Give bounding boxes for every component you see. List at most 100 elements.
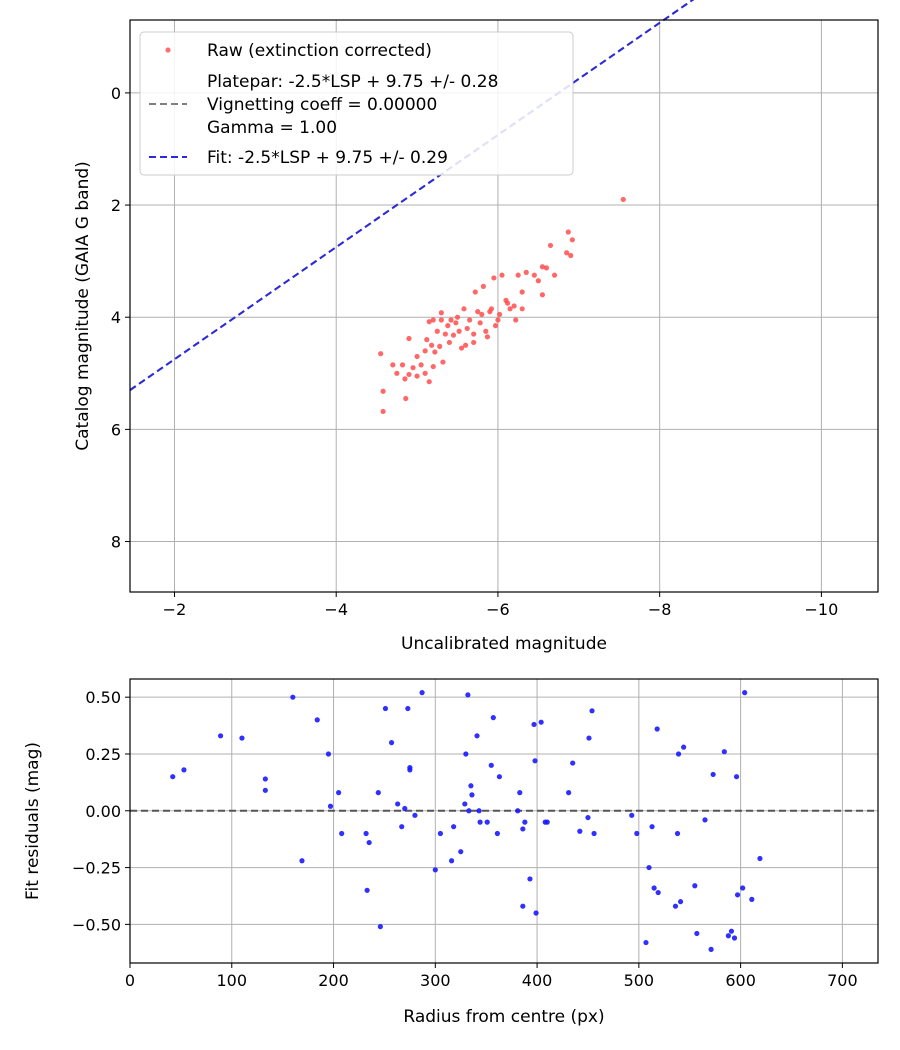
bottom-x-ticks: 0 100 200 300 400 500 600 700 [125,963,858,990]
residual-point [363,830,369,837]
bottom-y-ticks: 0.50 0.25 0.00 −0.25 −0.50 [72,688,130,934]
raw-point [511,303,517,309]
raw-point [496,311,503,318]
legend-platepar-label: Platepar: -2.5*LSP + 9.75 +/- 0.28 [207,72,498,92]
residual-point [728,928,735,934]
residual-point [419,690,425,696]
raw-point [454,314,461,320]
residual-point [585,814,591,821]
raw-point [565,229,571,235]
raw-point [418,362,424,368]
residual-point [544,819,550,825]
raw-point [422,348,428,354]
raw-point [507,306,513,312]
legend-raw-marker [165,47,171,53]
raw-point [488,306,495,312]
raw-point [475,309,481,315]
residual-point [496,774,503,780]
residual-point [522,819,528,825]
raw-point [505,300,511,306]
raw-point [403,395,409,402]
top-plot: −2 −4 −6 −8 −10 0 2 4 6 8 Uncalibrated magnitude… [73,0,879,654]
residual-point [589,708,595,714]
raw-point [495,317,501,323]
residual-point [533,910,539,916]
raw-point [543,265,550,271]
bottom-x-tick-label: 300 [420,971,451,990]
raw-point [406,335,412,342]
raw-point [569,237,575,243]
residual-point [570,760,576,766]
residual-point [672,903,679,909]
residual-point [634,830,640,837]
top-y-tick-label: 4 [111,308,121,327]
residual-point [477,819,483,825]
residual-point [405,705,411,712]
top-y-tick-label: 8 [111,533,121,552]
raw-point [491,275,497,281]
residual-point [577,828,583,834]
residual-point [629,812,635,818]
residual-point [377,924,383,930]
raw-point [551,272,558,278]
residual-point [432,867,438,873]
raw-point [426,319,432,325]
top-y-ticks: 0 2 4 6 8 [111,84,130,552]
top-x-axis-label: Uncalibrated magnitude [401,634,607,654]
raw-point [402,376,408,382]
residual-point [412,812,418,818]
residual-point [651,885,657,891]
bottom-y-tick-label: 0.50 [85,688,121,707]
residual-point [488,762,494,768]
raw-point [539,292,546,298]
bottom-x-tick-label: 400 [522,971,553,990]
raw-point [477,320,483,326]
residual-point [451,824,457,830]
raw-point [380,408,386,415]
raw-point [446,339,453,346]
top-x-tick-label: −4 [324,600,348,619]
residual-point [643,939,649,946]
residual-point [702,817,708,823]
bottom-scatter-points [170,690,763,952]
raw-point [467,317,473,323]
raw-point [430,317,436,323]
legend-raw-label: Raw (extinction corrected) [207,41,432,61]
residual-point [674,830,681,837]
raw-point [430,363,436,370]
raw-point [513,317,519,323]
raw-point [440,359,446,365]
bottom-x-tick-label: 0 [125,971,135,990]
legend: Raw (extinction corrected) Platepar: -2.… [139,31,574,176]
raw-point [448,317,454,323]
residual-point [646,864,652,871]
raw-point [539,264,546,270]
raw-point [424,337,430,343]
residual-point [339,830,345,837]
raw-point [434,328,440,334]
residual-point [733,774,740,780]
raw-point [422,370,428,376]
raw-point [535,278,541,284]
residual-point [531,721,537,728]
residual-point [742,690,748,696]
residual-point [710,771,716,778]
top-x-tick-label: −8 [648,600,672,619]
residual-point [314,717,320,723]
raw-point [564,250,570,256]
raw-point [438,317,444,323]
residual-point [734,892,741,898]
raw-point [442,331,448,337]
residual-point [407,767,413,773]
top-x-ticks: −2 −4 −6 −8 −10 [163,592,838,619]
residual-point [721,749,727,755]
residual-point [538,719,544,725]
residual-point [749,896,755,902]
raw-point [453,320,459,326]
raw-point [519,289,525,295]
residual-point [388,740,395,746]
legend-gamma-label: Gamma = 1.00 [207,118,337,138]
residual-point [520,903,526,909]
top-y-tick-label: 2 [111,196,121,215]
